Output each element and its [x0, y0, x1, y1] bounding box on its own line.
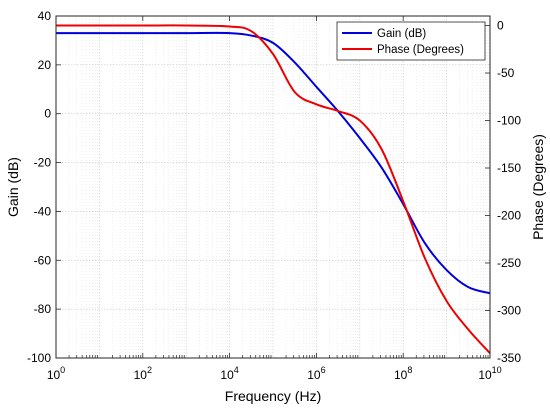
y2-tick-label: -150: [497, 161, 521, 175]
y2-tick-label: -350: [497, 351, 521, 365]
y-tick-label: 20: [38, 58, 52, 72]
series-line-gain: [56, 31, 491, 295]
y-tick-label: -100: [27, 351, 51, 365]
legend-label-phase: Phase (Degrees): [377, 44, 464, 56]
y-tick-label: 0: [44, 107, 51, 121]
legend: Gain (dB) Phase (Degrees): [336, 21, 486, 61]
legend-label-gain: Gain (dB): [377, 28, 426, 40]
y2-tick-label: -250: [497, 256, 521, 270]
series-layer: [56, 24, 491, 354]
y2-tick-label: -100: [497, 114, 521, 128]
y2-ticks: 0 -50 -100 -150 -200 -250 -300 -350: [485, 19, 521, 365]
x-tick-label: 106: [307, 365, 325, 382]
y-tick-label: 40: [38, 9, 52, 23]
y-tick-label: -60: [34, 253, 52, 267]
y2-tick-label: -50: [497, 66, 515, 80]
x-axis-label: Frequency (Hz): [225, 388, 321, 404]
x-tick-label: 104: [220, 365, 238, 382]
y2-tick-label: 0: [497, 19, 504, 33]
x-ticks: 100 102 104 106 108 1010: [47, 16, 502, 382]
y2-axis-label: Phase (Degrees): [530, 134, 546, 240]
plot-frame: [55, 15, 491, 359]
y2-tick-label: -300: [497, 304, 521, 318]
y-tick-label: -80: [34, 302, 52, 316]
x-tick-label: 100: [47, 365, 65, 382]
x-tick-label: 1010: [478, 365, 501, 382]
legend-box: [336, 21, 486, 61]
y-ticks: 40 20 0 -20 -40 -60 -80 -100: [27, 9, 61, 365]
y-axis-label: Gain (dB): [5, 157, 21, 217]
x-tick-label: 108: [394, 365, 412, 382]
series-line-phase: [56, 24, 491, 354]
x-tick-label: 102: [134, 365, 152, 382]
grid: [55, 15, 490, 359]
y-tick-label: -40: [34, 204, 52, 218]
y2-tick-label: -200: [497, 209, 521, 223]
y-tick-label: -20: [34, 156, 52, 170]
